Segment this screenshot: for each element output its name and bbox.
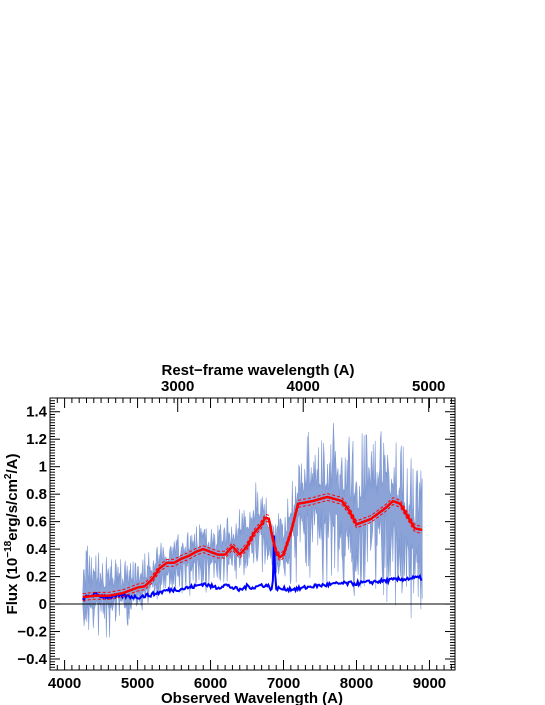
x-tick-label: 8000 [340, 675, 373, 692]
y-tick-label: 0.6 [26, 514, 47, 531]
y-axis-title-part-3: /A) [4, 454, 21, 474]
x-tick-label: 6000 [194, 675, 227, 692]
model-fit-upper [82, 492, 423, 595]
y-tick-label: −0.4 [17, 651, 47, 668]
plot-frame [49, 397, 456, 671]
y-tick-label: 0 [39, 596, 47, 613]
y-tick-label: 1.2 [26, 431, 47, 448]
noise-line [81, 535, 423, 603]
y-tick-label: 0.4 [26, 541, 48, 558]
y-axis-title-square: 2 [3, 473, 14, 479]
x-tick-label: 7000 [267, 675, 300, 692]
top-axis: 3000 4000 5000 [161, 378, 445, 412]
y-axis-title-part-1: Flux (10 [4, 558, 21, 615]
y-tick-label: 1 [39, 459, 47, 476]
model-fit-line [82, 495, 423, 599]
x-axis: 4000 5000 6000 7000 8000 9000 [48, 398, 452, 692]
top-axis-tick-label: 4000 [287, 378, 320, 395]
top-axis-tick-label: 3000 [161, 378, 194, 395]
observed-spectrum-band-layer [82, 422, 423, 638]
observed-spectrum-band [82, 422, 423, 638]
model-fit-layer [82, 492, 423, 602]
y-tick-label: 0.8 [26, 486, 47, 503]
y-axis-title: Flux (10−18erg/s/cm2/A) [3, 454, 21, 615]
x-tick-label: 5000 [121, 675, 154, 692]
y-tick-label: 0.2 [26, 569, 47, 586]
top-axis-title: Rest−frame wavelength (A) [162, 362, 355, 379]
y-axis: −0.4 −0.2 0 0.2 0.4 0.6 0.8 1 1.2 1.4 [17, 397, 455, 671]
y-axis-title-exponent: −18 [3, 540, 14, 557]
top-axis-tick-label: 5000 [412, 378, 445, 395]
x-axis-title: Observed Wavelength (A) [161, 690, 343, 705]
y-tick-label: −0.2 [17, 624, 47, 641]
x-tick-label: 9000 [413, 675, 446, 692]
x-tick-label: 4000 [48, 675, 81, 692]
noise-line-layer [81, 535, 423, 603]
y-axis-title-part-2: erg/s/cm [4, 479, 21, 541]
y-tick-label: 1.4 [26, 404, 48, 421]
model-fit-lower [82, 499, 423, 602]
